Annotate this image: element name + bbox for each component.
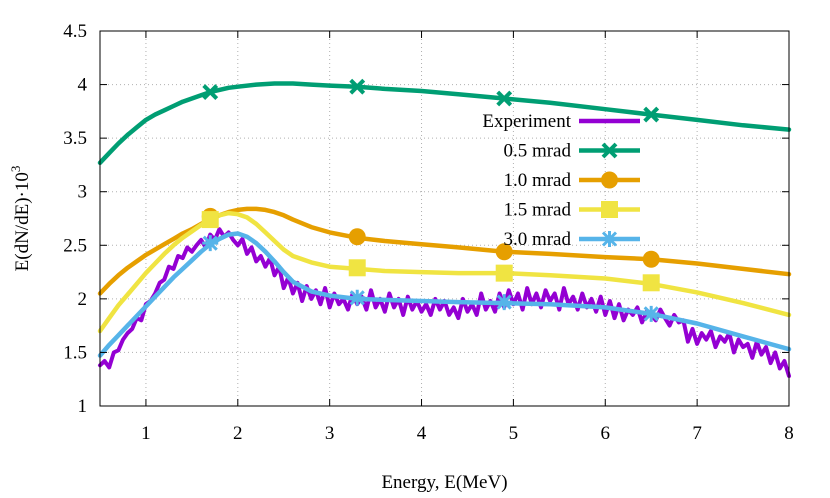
series-line-3-0-mrad — [97, 231, 792, 358]
data-point-3-0-mrad — [496, 294, 513, 311]
series-line-0-5-mrad — [97, 81, 792, 166]
legend-label: 1.5 mrad — [503, 200, 571, 221]
data-point-1-5-mrad — [495, 264, 513, 282]
legend-marker — [601, 171, 618, 189]
x-tick-label: 2 — [233, 423, 243, 444]
series-markers — [201, 78, 660, 322]
legend-label: Experiment — [482, 111, 571, 132]
data-point-1-5-mrad — [642, 274, 660, 292]
data-point-1-0-mrad — [642, 250, 660, 268]
y-axis-label: E(dN/dE)·103 — [8, 166, 33, 272]
legend-marker — [601, 142, 618, 159]
data-point-3-0-mrad — [202, 235, 219, 252]
data-point-0-5-mrad — [202, 84, 219, 100]
series-lines — [97, 81, 792, 378]
y-tick-label: 2.5 — [63, 235, 87, 256]
axis-ticks — [100, 30, 790, 407]
data-point-0-5-mrad — [496, 90, 513, 107]
y-tick-label: 2 — [78, 289, 88, 310]
data-point-0-5-mrad — [643, 106, 660, 123]
x-tick-label: 4 — [417, 423, 427, 444]
legend-label: 3.0 mrad — [503, 229, 571, 250]
legend-marker — [601, 231, 618, 247]
y-axis-label-exponent: 3 — [8, 166, 23, 173]
data-point-1-0-mrad — [495, 243, 513, 261]
x-axis-label: Energy, E(MeV) — [381, 472, 507, 493]
legend-label: 0.5 mrad — [503, 141, 571, 162]
x-tick-label: 8 — [784, 423, 794, 444]
x-tick-label: 6 — [601, 423, 611, 444]
legend-entry-1-5-mrad: 1.5 mrad — [503, 200, 640, 221]
tick-labels: 1 2 3 4 5 6 7 8 1 1.5 2 2.5 3 3.5 4 4.5 — [63, 21, 794, 444]
legend-entry-1-0-mrad: 1.0 mrad — [503, 170, 640, 191]
y-tick-label: 4.5 — [63, 21, 87, 42]
data-point-1-5-mrad — [201, 211, 219, 229]
legend: Experiment 0.5 mrad 1.0 mrad 1.5 mrad 3.0 mr… — [482, 111, 640, 250]
data-point-0-5-mrad — [349, 78, 366, 95]
y-tick-label: 3.5 — [63, 128, 87, 149]
y-axis-label-base: E(dN/dE)·10 — [12, 172, 33, 271]
y-tick-label: 1 — [78, 396, 88, 417]
plot-frame — [99, 30, 790, 407]
data-point-3-0-mrad — [643, 305, 660, 322]
y-tick-label: 3 — [78, 182, 88, 203]
x-tick-label: 3 — [325, 423, 335, 444]
series-line-1-0-mrad — [97, 206, 792, 296]
legend-label: 1.0 mrad — [503, 170, 571, 191]
x-tick-label: 1 — [141, 423, 151, 444]
y-tick-label: 4 — [78, 75, 88, 96]
data-point-3-0-mrad — [349, 289, 366, 306]
series-line-1-5-mrad — [97, 210, 792, 334]
legend-entry-experiment: Experiment — [482, 111, 640, 132]
legend-entry-0-5-mrad: 0.5 mrad — [503, 141, 640, 162]
data-point-1-0-mrad — [348, 228, 366, 246]
x-tick-label: 7 — [692, 423, 702, 444]
x-tick-label: 5 — [509, 423, 519, 444]
legend-marker — [601, 201, 618, 218]
y-tick-label: 1.5 — [63, 342, 87, 363]
data-point-1-5-mrad — [348, 259, 366, 277]
legend-entry-3-0-mrad: 3.0 mrad — [503, 229, 640, 250]
